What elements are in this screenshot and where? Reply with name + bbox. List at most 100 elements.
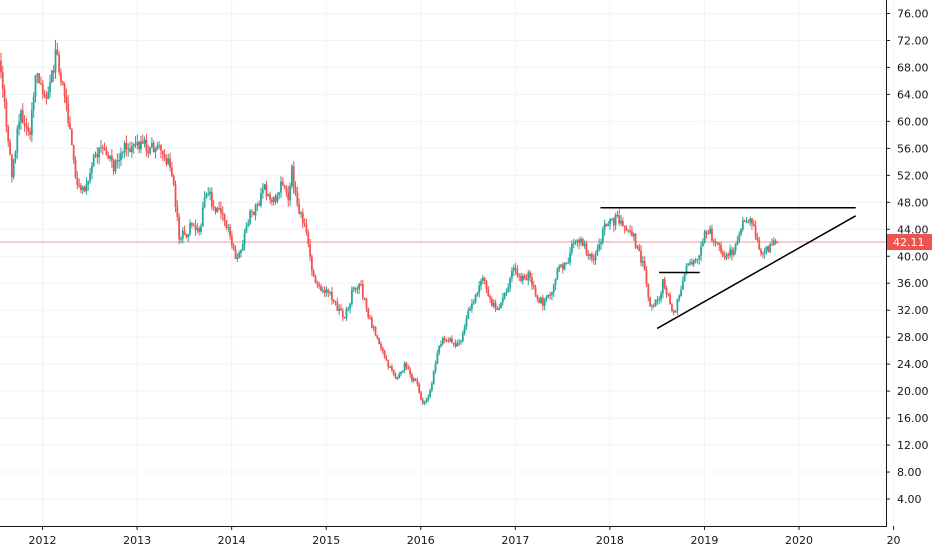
candle [334,300,337,306]
candle [107,151,110,160]
candle [534,284,537,298]
candle [385,354,388,361]
candle [574,239,577,245]
candle-body [180,238,182,240]
candle-body [440,343,442,347]
candle [307,229,310,248]
candle [189,219,191,237]
candle [612,217,615,232]
candle-body [387,360,390,367]
candle-body [120,152,122,160]
candle [732,247,735,257]
candle [150,137,153,149]
candle-body [338,308,341,311]
candle-body [671,304,673,312]
candle-body [489,296,491,300]
candle [589,253,592,261]
candle [420,390,422,401]
candle-body [221,212,224,215]
candle-body [121,152,124,154]
candle-body [158,145,161,147]
candle-body [480,280,482,286]
candle-body [354,287,357,290]
candle-body [260,193,262,206]
candle-body [10,154,13,178]
candle [727,252,730,260]
candle-body [743,220,746,222]
candle-body [509,278,511,288]
candle [7,124,10,147]
candle-body [254,205,257,216]
candle [432,370,435,385]
y-tick-label: 16.00 [897,412,929,425]
candle-body [72,145,75,160]
candle [678,294,681,302]
candle-body [603,223,606,230]
candle-body [611,218,613,220]
candle-body [494,302,497,309]
candle [392,369,395,377]
candle-body [698,255,701,259]
candle [329,291,331,296]
candle [205,192,208,199]
candle [529,270,532,283]
candle-body [563,262,566,270]
candle [265,181,268,201]
candle [343,316,346,319]
candle [614,212,617,231]
candle [511,267,513,283]
candle-body [60,72,62,82]
candle-body [383,350,386,359]
candle [58,51,61,76]
candle [90,162,93,180]
y-axis-ticks[interactable]: 4.00 8.00 12.00 16.00 20.00 24.00 28.00 32.00 36… [886,7,929,506]
candle-body [263,184,266,190]
candle [396,376,399,381]
candle [765,246,768,255]
candle [671,303,673,313]
candle [196,223,199,234]
candle [587,250,590,260]
trendline-support[interactable] [656,215,857,330]
candle-body [638,246,641,251]
candle-body [511,271,513,279]
candle [96,147,99,164]
trendline-layer[interactable] [600,206,857,330]
candle [136,134,139,150]
x-axis-ticks[interactable]: 2012 2013 2014 2015 2016 2017 2018 2019 2020 20 [29,526,901,547]
candle-body [429,390,431,397]
candle [665,285,668,298]
candle [580,236,582,246]
candle-body [587,253,590,257]
candle-body [336,302,339,311]
candle-body [607,224,610,227]
last-price-badge: 42.11 [887,234,932,251]
candle [38,73,41,84]
candle [369,315,371,320]
candle-body [447,340,450,342]
candle [152,140,155,153]
candle-body [732,250,735,255]
candle [34,75,37,103]
candle [92,153,95,168]
candle-body [307,232,310,244]
candle [172,174,175,187]
candle-body [290,166,293,186]
candle-body [161,150,164,155]
candle-body [0,60,2,73]
candle-body [549,294,552,296]
candle [27,122,30,137]
candle-body [643,260,646,270]
candle-body [74,159,77,178]
candle-body [545,297,548,299]
candle [447,337,450,344]
candle [532,280,535,290]
candle [278,191,281,200]
candle-body [152,142,155,153]
candle-body [298,204,301,214]
candle [758,236,761,251]
candle-body [756,237,759,241]
candle [10,154,13,183]
candle-body [58,54,61,73]
